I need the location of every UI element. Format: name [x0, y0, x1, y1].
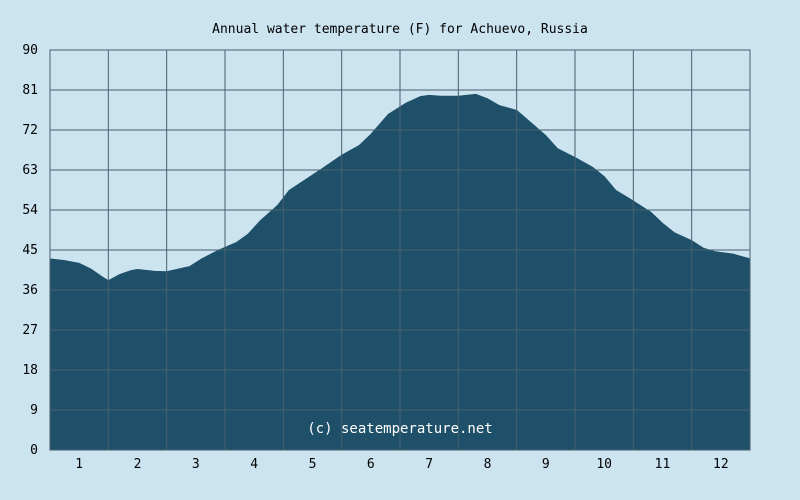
y-tick-label: 63	[22, 163, 38, 178]
x-tick-label: 2	[134, 457, 142, 472]
x-tick-label: 9	[542, 457, 550, 472]
x-tick-label: 11	[655, 457, 671, 472]
x-tick-label: 8	[484, 457, 492, 472]
y-tick-label: 18	[22, 363, 38, 378]
x-tick-label: 4	[250, 457, 258, 472]
y-tick-label: 90	[22, 43, 38, 58]
y-tick-label: 0	[30, 443, 38, 458]
chart-title: Annual water temperature (F) for Achuevo…	[212, 22, 588, 37]
x-tick-label: 5	[309, 457, 317, 472]
plot-frame	[49, 49, 751, 451]
x-tick-label: 10	[596, 457, 612, 472]
y-tick-label: 27	[22, 323, 38, 338]
x-tick-label: 6	[367, 457, 375, 472]
y-tick-label: 45	[22, 243, 38, 258]
x-tick-label: 12	[713, 457, 729, 472]
x-tick-label: 7	[425, 457, 433, 472]
y-tick-label: 9	[30, 403, 38, 418]
watermark: (c) seatemperature.net	[307, 421, 492, 437]
x-tick-label: 3	[192, 457, 200, 472]
x-tick-label: 1	[75, 457, 83, 472]
y-tick-label: 81	[22, 83, 38, 98]
y-tick-label: 36	[22, 283, 38, 298]
y-tick-label: 54	[22, 203, 38, 218]
y-tick-label: 72	[22, 123, 38, 138]
grid-layer	[49, 49, 751, 451]
